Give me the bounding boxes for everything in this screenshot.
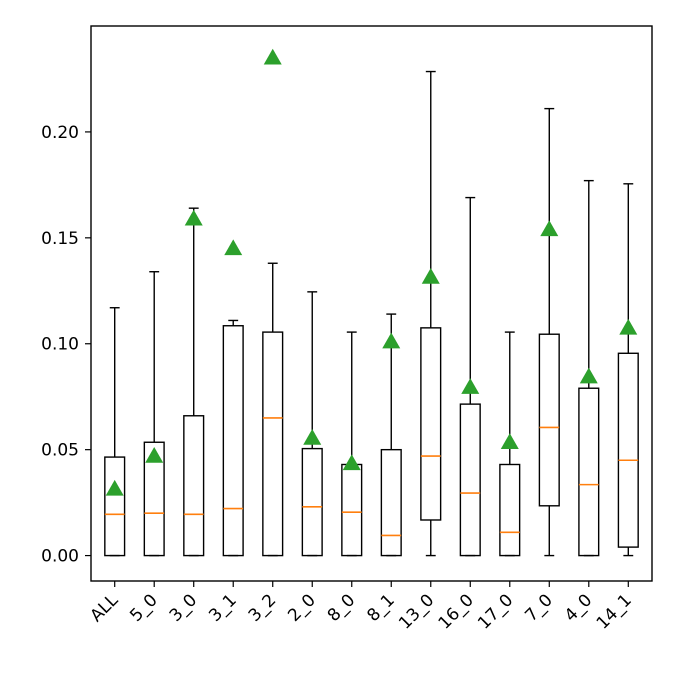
x-tick-label: 16_0 [435, 590, 478, 633]
y-tick-label: 0.20 [41, 123, 79, 143]
mean-marker [382, 332, 401, 349]
y-tick-label: 0.15 [41, 229, 79, 249]
x-tick-label: 8_0 [324, 590, 359, 625]
box [420, 327, 442, 521]
box [380, 448, 402, 557]
x-tick-label: 13_0 [395, 590, 438, 633]
x-tick-label: 17_0 [474, 590, 517, 633]
mean-marker [540, 220, 559, 237]
x-tick-label: 3_1 [205, 590, 240, 625]
plot-frame [90, 25, 653, 582]
mean-marker [303, 429, 322, 445]
box [104, 456, 126, 557]
box [262, 331, 284, 557]
mean-marker [342, 454, 361, 471]
x-tick-label: 5_0 [126, 590, 161, 625]
x-tick-label: ALL [86, 590, 122, 626]
x-tick-label: 8_1 [363, 590, 398, 625]
x-tick-label: 2_0 [284, 590, 319, 625]
x-tick-label: 3_0 [166, 590, 201, 625]
x-tick-label: 4_0 [561, 590, 596, 625]
mean-marker [184, 209, 203, 226]
mean-marker [421, 268, 440, 284]
mean-marker [619, 318, 638, 335]
box [183, 415, 205, 557]
y-tick-label: 0.00 [41, 547, 79, 567]
box [143, 441, 165, 557]
mean-marker [263, 48, 282, 65]
box [538, 333, 560, 507]
x-tick-label: 14_1 [593, 590, 636, 633]
x-tick-label: 7_0 [521, 590, 556, 625]
y-tick-label: 0.10 [41, 335, 79, 355]
box [578, 387, 600, 557]
x-tick-label: 3_2 [245, 590, 280, 625]
mean-marker [500, 433, 519, 449]
box [341, 463, 363, 557]
mean-marker [145, 447, 164, 463]
box [301, 447, 323, 557]
mean-marker [461, 378, 480, 394]
mean-marker [579, 367, 598, 384]
box [222, 325, 244, 557]
y-tick-label: 0.05 [41, 441, 79, 461]
box [499, 463, 521, 557]
mean-marker [224, 239, 243, 256]
box [459, 403, 481, 557]
box [617, 352, 639, 548]
mean-marker [105, 479, 124, 496]
